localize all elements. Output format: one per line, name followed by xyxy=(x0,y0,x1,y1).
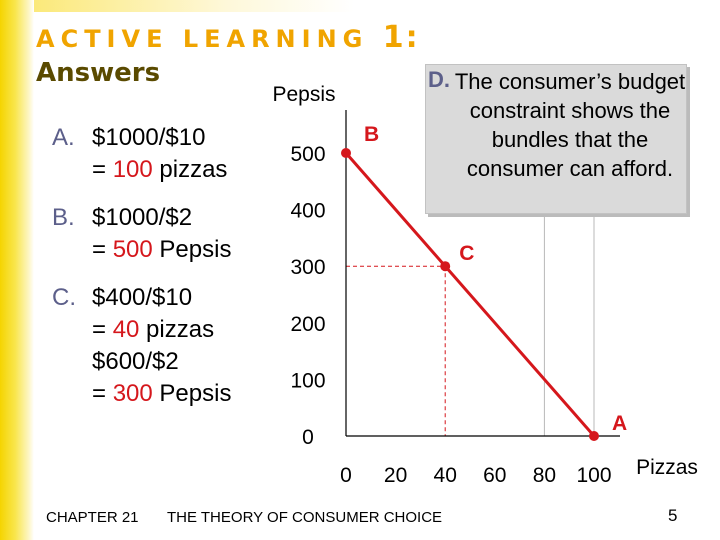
x-tick-label-100: 100 xyxy=(576,464,611,487)
answer-c-line3: $600/$2 xyxy=(92,348,179,375)
slide-title-text: ACTIVE LEARNING xyxy=(36,25,369,53)
chart-guides xyxy=(346,180,595,436)
y-tick-label-200: 200 xyxy=(290,313,325,336)
decorative-side-bar xyxy=(0,0,34,540)
answer-c: C. $400/$10 = 40 pizzas $600/$2 = 300 Pe… xyxy=(52,282,231,410)
answer-a-line2-suffix: pizzas xyxy=(152,156,228,183)
y-tick-label-500: 500 xyxy=(290,143,325,166)
answer-c-line2-suffix: pizzas xyxy=(139,316,215,343)
answer-a-line2-prefix: = xyxy=(92,156,113,183)
y-tick-label-100: 100 xyxy=(290,369,325,392)
answer-c-line4: = 300 Pepsis xyxy=(92,378,231,410)
answer-c-letter: C. xyxy=(52,284,76,311)
answer-c-value-pepsis: 300 xyxy=(112,380,153,407)
x-tick-label-20: 20 xyxy=(384,464,407,487)
slide-subtitle: Answers xyxy=(36,58,161,88)
answer-d-letter: D. xyxy=(428,67,450,92)
answer-b-line2-suffix: Pepsis xyxy=(152,236,232,263)
answer-d-text: The consumer’s budget constraint shows t… xyxy=(454,69,686,181)
y-tick-label-0: 0 xyxy=(302,426,314,449)
x-tick-label-60: 60 xyxy=(483,464,506,487)
answer-c-line1: $400/$10 xyxy=(92,284,193,311)
decorative-top-band xyxy=(34,0,354,12)
answer-b-line2-prefix: = xyxy=(92,236,113,263)
point-a xyxy=(589,431,599,441)
slide-title-number: 1: xyxy=(382,20,420,55)
answer-a-value: 100 xyxy=(112,156,153,183)
answer-a-line2: = 100 pizzas xyxy=(92,154,231,186)
point-label-b: B xyxy=(364,123,379,146)
page-number: 5 xyxy=(668,506,678,525)
answer-b-letter: B. xyxy=(52,204,75,231)
answer-a-line1: $1000/$10 xyxy=(92,124,206,151)
point-label-c: C xyxy=(459,242,474,265)
answer-c-line2: = 40 pizzas xyxy=(92,314,231,346)
slide-title: ACTIVE LEARNING 1: xyxy=(36,20,420,55)
answer-a: A. $1000/$10 = 100 pizzas xyxy=(52,122,231,186)
x-tick-label-80: 80 xyxy=(533,464,556,487)
answer-c-line4-prefix: = xyxy=(92,380,113,407)
answer-a-letter: A. xyxy=(52,124,75,151)
answer-d-box: D. The consumer’s budget constraint show… xyxy=(425,64,687,214)
x-tick-label-40: 40 xyxy=(434,464,457,487)
answer-c-line2-prefix: = xyxy=(92,316,113,343)
point-c xyxy=(440,261,451,272)
x-tick-label-0: 0 xyxy=(340,464,352,487)
y-axis-label: Pepsis xyxy=(272,83,335,106)
answer-b-line2: = 500 Pepsis xyxy=(92,234,231,266)
x-axis-label: Pizzas xyxy=(636,456,698,479)
answer-b: B. $1000/$2 = 500 Pepsis xyxy=(52,202,231,266)
footer-title: THE THEORY OF CONSUMER CHOICE xyxy=(167,509,443,526)
answer-c-line4-suffix: Pepsis xyxy=(152,380,232,407)
point-b xyxy=(341,148,351,158)
answer-c-value-pizzas: 40 xyxy=(112,316,140,343)
point-label-a: A xyxy=(612,412,627,435)
answers-list: A. $1000/$10 = 100 pizzas B. $1000/$2 = … xyxy=(52,122,231,426)
y-tick-label-300: 300 xyxy=(290,256,325,279)
answer-b-value: 500 xyxy=(112,236,153,263)
y-tick-label-400: 400 xyxy=(290,200,325,223)
footer-chapter: CHAPTER 21 xyxy=(46,509,139,526)
answer-b-line1: $1000/$2 xyxy=(92,204,193,231)
